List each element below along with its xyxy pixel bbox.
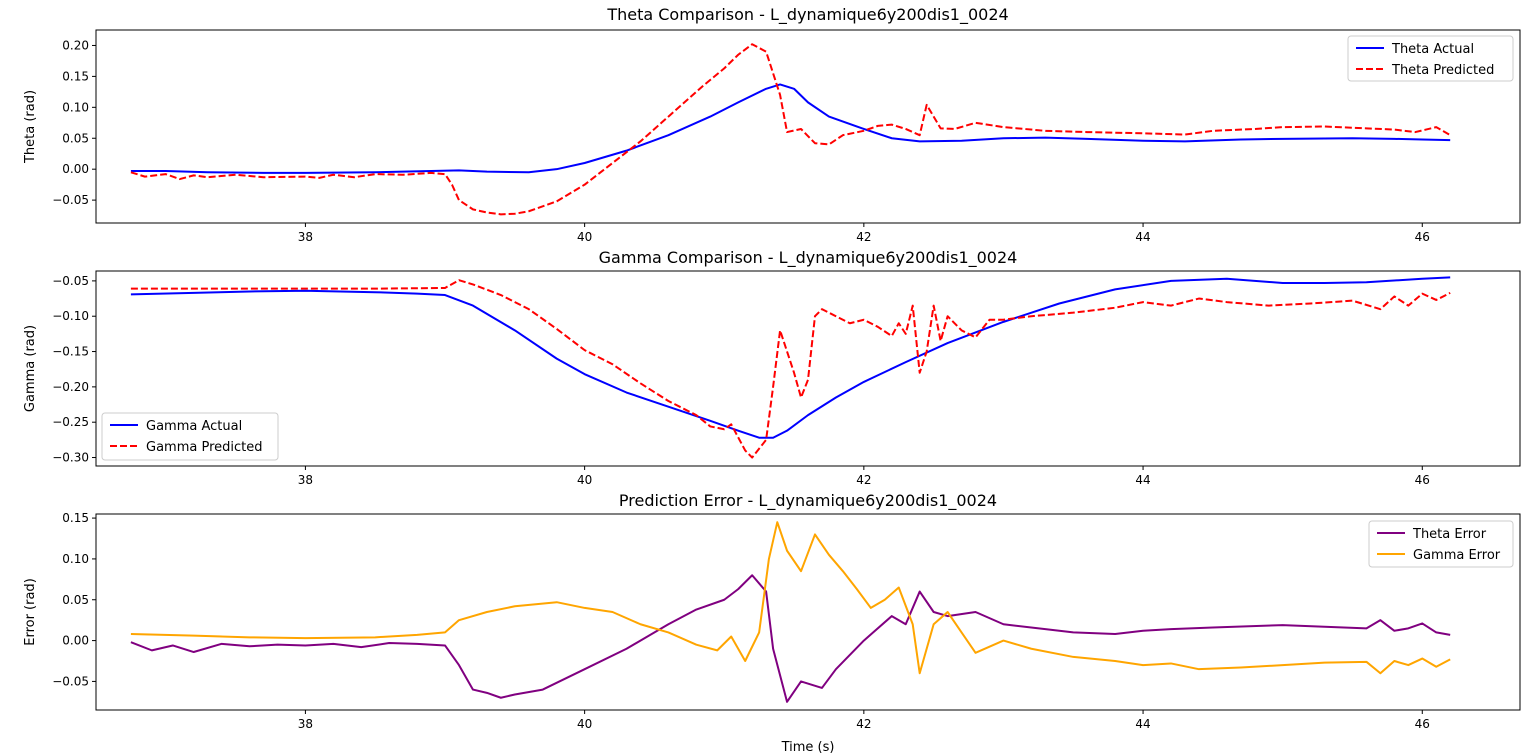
- y-tick-label: −0.05: [52, 274, 89, 288]
- legend-box: [1347, 35, 1514, 82]
- legend-box: [101, 412, 279, 461]
- x-tick-label: 44: [1135, 473, 1150, 487]
- axes-frame: [95, 513, 1521, 711]
- legend: Gamma Actual Gamma Predicted: [101, 412, 279, 461]
- y-tick-label: 0.05: [62, 593, 89, 607]
- x-tick-label: 40: [577, 230, 592, 244]
- x-tick-label: 42: [856, 230, 871, 244]
- x-tick-label: 44: [1135, 717, 1150, 731]
- x-tick-label: 46: [1415, 230, 1430, 244]
- series-line-theta-predicted: [130, 43, 1451, 216]
- x-tick-label: 42: [856, 717, 871, 731]
- series-line-theta-error: [130, 574, 1451, 703]
- legend: Theta Actual Theta Predicted: [1347, 35, 1514, 82]
- axes-frame: [95, 29, 1521, 224]
- y-tick-label: 0.10: [62, 100, 89, 114]
- y-tick-label: 0.15: [62, 511, 89, 525]
- y-tick-label: 0.15: [62, 69, 89, 83]
- y-tick-label: −0.20: [52, 380, 89, 394]
- series-line-gamma-predicted: [130, 279, 1451, 459]
- x-tick-label: 40: [577, 717, 592, 731]
- series-line-gamma-actual: [130, 276, 1451, 439]
- axes-frame: [95, 270, 1521, 467]
- x-tick-label: 40: [577, 473, 592, 487]
- chart-title: Gamma Comparison - L_dynamique6y200dis1_…: [599, 248, 1018, 268]
- chart-title: Prediction Error - L_dynamique6y200dis1_…: [619, 491, 997, 511]
- y-tick-label: 0.10: [62, 552, 89, 566]
- y-tick-label: 0.20: [62, 38, 89, 52]
- y-tick-label: 0.00: [62, 634, 89, 648]
- chart-title: Theta Comparison - L_dynamique6y200dis1_…: [606, 5, 1008, 25]
- legend-label: Theta Actual: [1391, 42, 1474, 57]
- y-tick-label: −0.30: [52, 451, 89, 465]
- y-axis-label: Theta (rad): [23, 90, 38, 164]
- legend-label: Theta Predicted: [1391, 63, 1494, 78]
- prediction-error-panel: Prediction Error - L_dynamique6y200dis1_…: [23, 491, 1521, 754]
- series-line-theta-actual: [130, 83, 1451, 174]
- y-axis-label: Error (rad): [23, 578, 38, 646]
- series-line-gamma-error: [130, 521, 1451, 675]
- y-tick-label: −0.10: [52, 309, 89, 323]
- x-tick-label: 38: [298, 230, 313, 244]
- legend: Theta Error Gamma Error: [1368, 520, 1514, 568]
- y-axis-label: Gamma (rad): [23, 325, 38, 412]
- y-tick-label: 0.00: [62, 162, 89, 176]
- y-tick-label: −0.05: [52, 674, 89, 688]
- x-axis-label: Time (s): [781, 740, 835, 754]
- legend-label: Gamma Predicted: [146, 440, 263, 455]
- gamma-comparison-panel: Gamma Comparison - L_dynamique6y200dis1_…: [23, 248, 1521, 487]
- x-tick-label: 46: [1415, 717, 1430, 731]
- theta-comparison-panel: Theta Comparison - L_dynamique6y200dis1_…: [23, 5, 1521, 244]
- legend-label: Gamma Error: [1413, 548, 1501, 563]
- y-tick-label: −0.15: [52, 345, 89, 359]
- x-tick-label: 44: [1135, 230, 1150, 244]
- x-tick-label: 38: [298, 717, 313, 731]
- legend-label: Theta Error: [1412, 527, 1487, 542]
- y-tick-label: −0.05: [52, 193, 89, 207]
- legend-label: Gamma Actual: [146, 419, 242, 434]
- x-tick-label: 42: [856, 473, 871, 487]
- y-tick-label: −0.25: [52, 415, 89, 429]
- x-tick-label: 46: [1415, 473, 1430, 487]
- x-tick-label: 38: [298, 473, 313, 487]
- y-tick-label: 0.05: [62, 131, 89, 145]
